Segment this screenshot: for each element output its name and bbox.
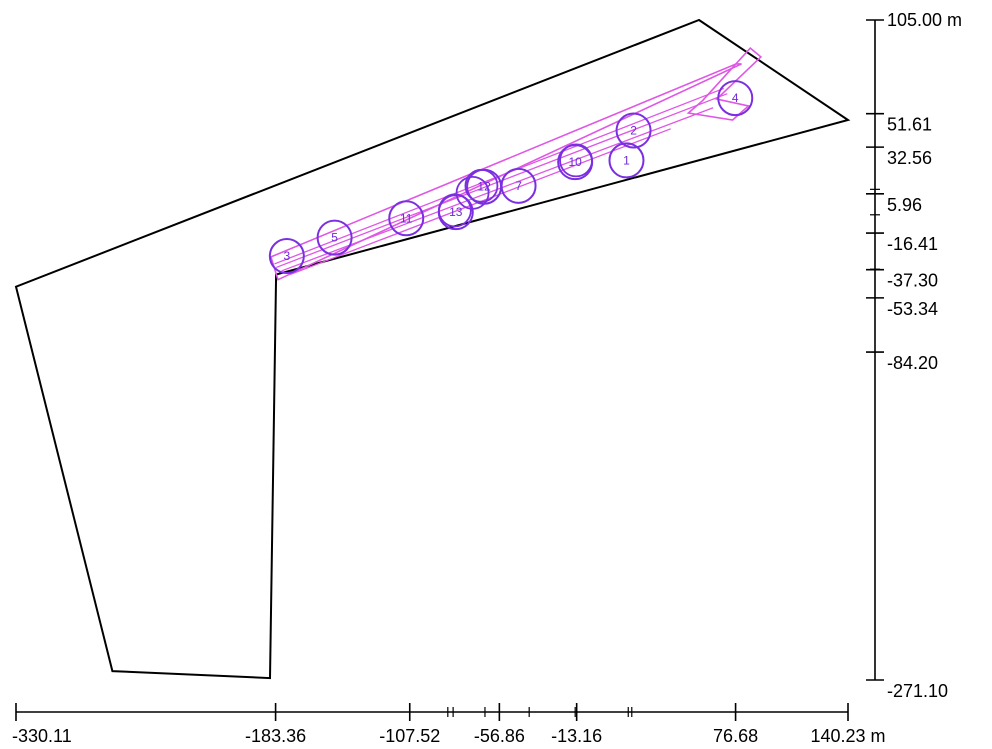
marker-circle-2 — [615, 112, 652, 149]
y-tick-label-1: 51.61 — [887, 115, 932, 135]
y-tick-label-8: -271.10 — [887, 681, 948, 701]
y-axis-ticks: 105.00 m 51.61 32.56 5.96 -16.41 -37.30 -53.34… — [866, 10, 962, 701]
marker-label-3: 3 — [283, 249, 290, 263]
marker-label-5: 5 — [331, 231, 338, 245]
marker-circle-4 — [717, 80, 754, 117]
x-axis: -330.11 -183.36 -107.52 -56.86 -13.16 76.68 14… — [12, 703, 886, 746]
marker-circle-12 — [466, 168, 503, 205]
site-boundary-polygon — [14, 18, 851, 680]
marker-circle-11 — [388, 200, 425, 237]
x-tick-label-4: -13.16 — [551, 726, 602, 746]
y-tick-label-2: 32.56 — [887, 148, 932, 168]
x-axis-ticks: -330.11 -183.36 -107.52 -56.86 -13.16 76.68 14… — [12, 703, 886, 746]
marker-label-13: 13 — [449, 205, 463, 219]
y-tick-label-6: -53.34 — [887, 299, 938, 319]
y-axis: 105.00 m 51.61 32.56 5.96 -16.41 -37.30 -53.34… — [866, 10, 962, 701]
y-tick-label-5: -37.30 — [887, 271, 938, 291]
marker-circle-3 — [268, 238, 305, 275]
corridor-tip-polygon — [686, 46, 763, 121]
x-tick-label-1: -183.36 — [245, 726, 306, 746]
x-tick-label-0: -330.11 — [12, 726, 72, 746]
corridor-rail-1 — [274, 87, 725, 265]
marker-label-12: 12 — [477, 180, 491, 194]
marker-label-10: 10 — [568, 155, 582, 169]
marker-circle-10 — [557, 144, 594, 181]
y-tick-label-7: -84.20 — [887, 353, 938, 373]
corridor-outer-polygon — [269, 63, 742, 281]
marker-label-4: 4 — [732, 91, 739, 105]
x-tick-label-3: -56.86 — [474, 726, 525, 746]
y-tick-label-0: 105.00 m — [887, 10, 962, 30]
marker-circle-1 — [608, 142, 645, 179]
marker-circle-5 — [316, 219, 353, 256]
marker-label-1: 1 — [623, 153, 630, 167]
marker-label-2: 2 — [630, 124, 637, 138]
marker-circle-13 — [437, 194, 474, 231]
y-tick-label-4: -16.41 — [887, 234, 938, 254]
marker-label-11: 11 — [400, 211, 413, 225]
x-tick-label-6: 140.23 m — [810, 726, 885, 746]
marker-label-7: 7 — [515, 179, 522, 193]
x-tick-label-2: -107.52 — [379, 726, 440, 746]
x-tick-label-5: 76.68 — [713, 726, 758, 746]
y-tick-label-3: 5.96 — [887, 195, 922, 215]
